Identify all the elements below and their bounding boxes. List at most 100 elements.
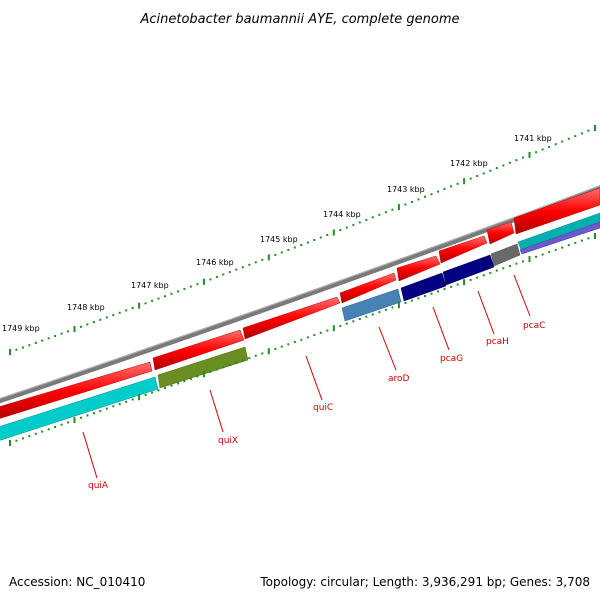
forward-gene-4[interactable] bbox=[339, 272, 397, 304]
gene-label-pcaH[interactable]: pcaH bbox=[486, 337, 509, 347]
kbp-label-1745: 1745 kbp bbox=[260, 235, 298, 244]
minor-tick bbox=[287, 249, 290, 251]
forward-gene-8[interactable] bbox=[513, 187, 600, 235]
reverse-gene-track bbox=[0, 212, 600, 442]
minor-tick bbox=[92, 412, 95, 415]
minor-tick bbox=[164, 295, 166, 298]
major-tick bbox=[9, 440, 11, 446]
gene-pcaC-block[interactable] bbox=[490, 243, 521, 267]
minor-tick bbox=[561, 246, 564, 249]
reverse-gene-slate[interactable] bbox=[519, 221, 600, 255]
minor-tick bbox=[274, 347, 277, 350]
minor-tick bbox=[306, 241, 309, 244]
gene-label-quiA[interactable]: quiA bbox=[88, 481, 109, 491]
minor-tick bbox=[300, 244, 303, 246]
minor-tick bbox=[41, 430, 44, 433]
gene-quiA-block[interactable] bbox=[0, 376, 159, 442]
minor-tick bbox=[80, 325, 82, 328]
forward-gene-2[interactable] bbox=[152, 329, 245, 371]
minor-tick bbox=[189, 285, 192, 288]
lower-tick-track bbox=[9, 233, 596, 446]
major-tick bbox=[332, 325, 335, 332]
minor-tick bbox=[469, 278, 472, 281]
forward-gene-5[interactable] bbox=[396, 255, 441, 282]
gene-pcaH-block[interactable] bbox=[442, 254, 495, 286]
minor-tick bbox=[495, 269, 498, 272]
minor-tick bbox=[144, 393, 147, 396]
minor-tick bbox=[261, 258, 264, 261]
major-tick bbox=[73, 326, 76, 333]
minor-tick bbox=[86, 414, 89, 417]
minor-tick bbox=[358, 221, 361, 224]
minor-tick bbox=[443, 188, 446, 190]
minor-tick bbox=[326, 234, 329, 236]
gene-label-aroD[interactable]: aroD bbox=[388, 374, 410, 384]
kbp-label-1746: 1746 kbp bbox=[196, 258, 234, 267]
minor-tick bbox=[157, 297, 160, 300]
major-tick bbox=[463, 178, 466, 185]
minor-tick bbox=[567, 244, 570, 247]
minor-tick bbox=[306, 336, 309, 339]
minor-tick bbox=[151, 391, 154, 394]
reverse-gene-cyan[interactable] bbox=[517, 212, 600, 251]
minor-tick bbox=[248, 263, 251, 266]
minor-tick bbox=[92, 321, 95, 324]
minor-tick bbox=[280, 345, 283, 348]
minor-tick bbox=[404, 301, 407, 304]
forward-gene-1[interactable] bbox=[0, 361, 153, 420]
gene-label-quiC[interactable]: quiC bbox=[313, 403, 333, 413]
minor-tick bbox=[482, 274, 485, 277]
major-tick bbox=[528, 151, 531, 158]
minor-tick bbox=[587, 129, 590, 132]
minor-tick bbox=[410, 201, 413, 203]
gene-label-pcaC[interactable]: pcaC bbox=[523, 321, 545, 331]
minor-tick bbox=[535, 151, 538, 154]
minor-tick bbox=[125, 309, 128, 312]
minor-tick bbox=[378, 311, 381, 314]
minor-tick bbox=[21, 346, 24, 349]
major-tick bbox=[397, 302, 400, 309]
major-tick bbox=[267, 348, 270, 355]
minor-tick bbox=[456, 283, 459, 286]
minor-tick bbox=[215, 368, 218, 371]
kbp-label-1747: 1747 kbp bbox=[131, 281, 169, 290]
minor-tick bbox=[378, 213, 381, 216]
minor-tick bbox=[313, 239, 316, 241]
kbp-label-1749: 1749 kbp bbox=[2, 324, 40, 333]
minor-tick bbox=[209, 370, 212, 373]
minor-tick bbox=[580, 132, 583, 135]
minor-tick bbox=[54, 426, 57, 428]
gene-quiX-block[interactable] bbox=[157, 346, 249, 389]
minor-tick bbox=[151, 299, 154, 302]
minor-tick bbox=[222, 366, 225, 369]
forward-gene-6[interactable] bbox=[438, 235, 488, 264]
minor-tick bbox=[196, 283, 199, 286]
minor-tick bbox=[228, 364, 231, 366]
major-tick bbox=[138, 302, 141, 309]
upper-tick-track bbox=[9, 125, 596, 355]
minor-tick bbox=[417, 198, 420, 201]
minor-tick bbox=[358, 318, 361, 320]
minor-tick bbox=[541, 253, 544, 256]
gene-pcaG-block[interactable] bbox=[400, 272, 447, 302]
gene-aroD-block[interactable] bbox=[341, 288, 402, 322]
minor-tick bbox=[131, 307, 134, 309]
minor-tick bbox=[105, 316, 108, 319]
minor-tick bbox=[67, 330, 70, 333]
minor-tick bbox=[241, 266, 244, 269]
minor-tick bbox=[319, 331, 322, 334]
minor-tick bbox=[28, 435, 31, 438]
forward-gene-3[interactable] bbox=[242, 296, 341, 340]
kbp-label-1748: 1748 kbp bbox=[67, 303, 105, 312]
gene-label-pcaG[interactable]: pcaG bbox=[440, 354, 463, 364]
minor-tick bbox=[424, 195, 426, 198]
minor-tick bbox=[522, 260, 524, 263]
minor-tick bbox=[254, 354, 257, 357]
minor-tick bbox=[339, 229, 342, 231]
minor-tick bbox=[28, 344, 31, 347]
forward-gene-7[interactable] bbox=[486, 221, 515, 245]
minor-tick bbox=[515, 262, 518, 265]
gene-label-quiX[interactable]: quiX bbox=[218, 436, 238, 446]
major-tick bbox=[594, 233, 596, 239]
